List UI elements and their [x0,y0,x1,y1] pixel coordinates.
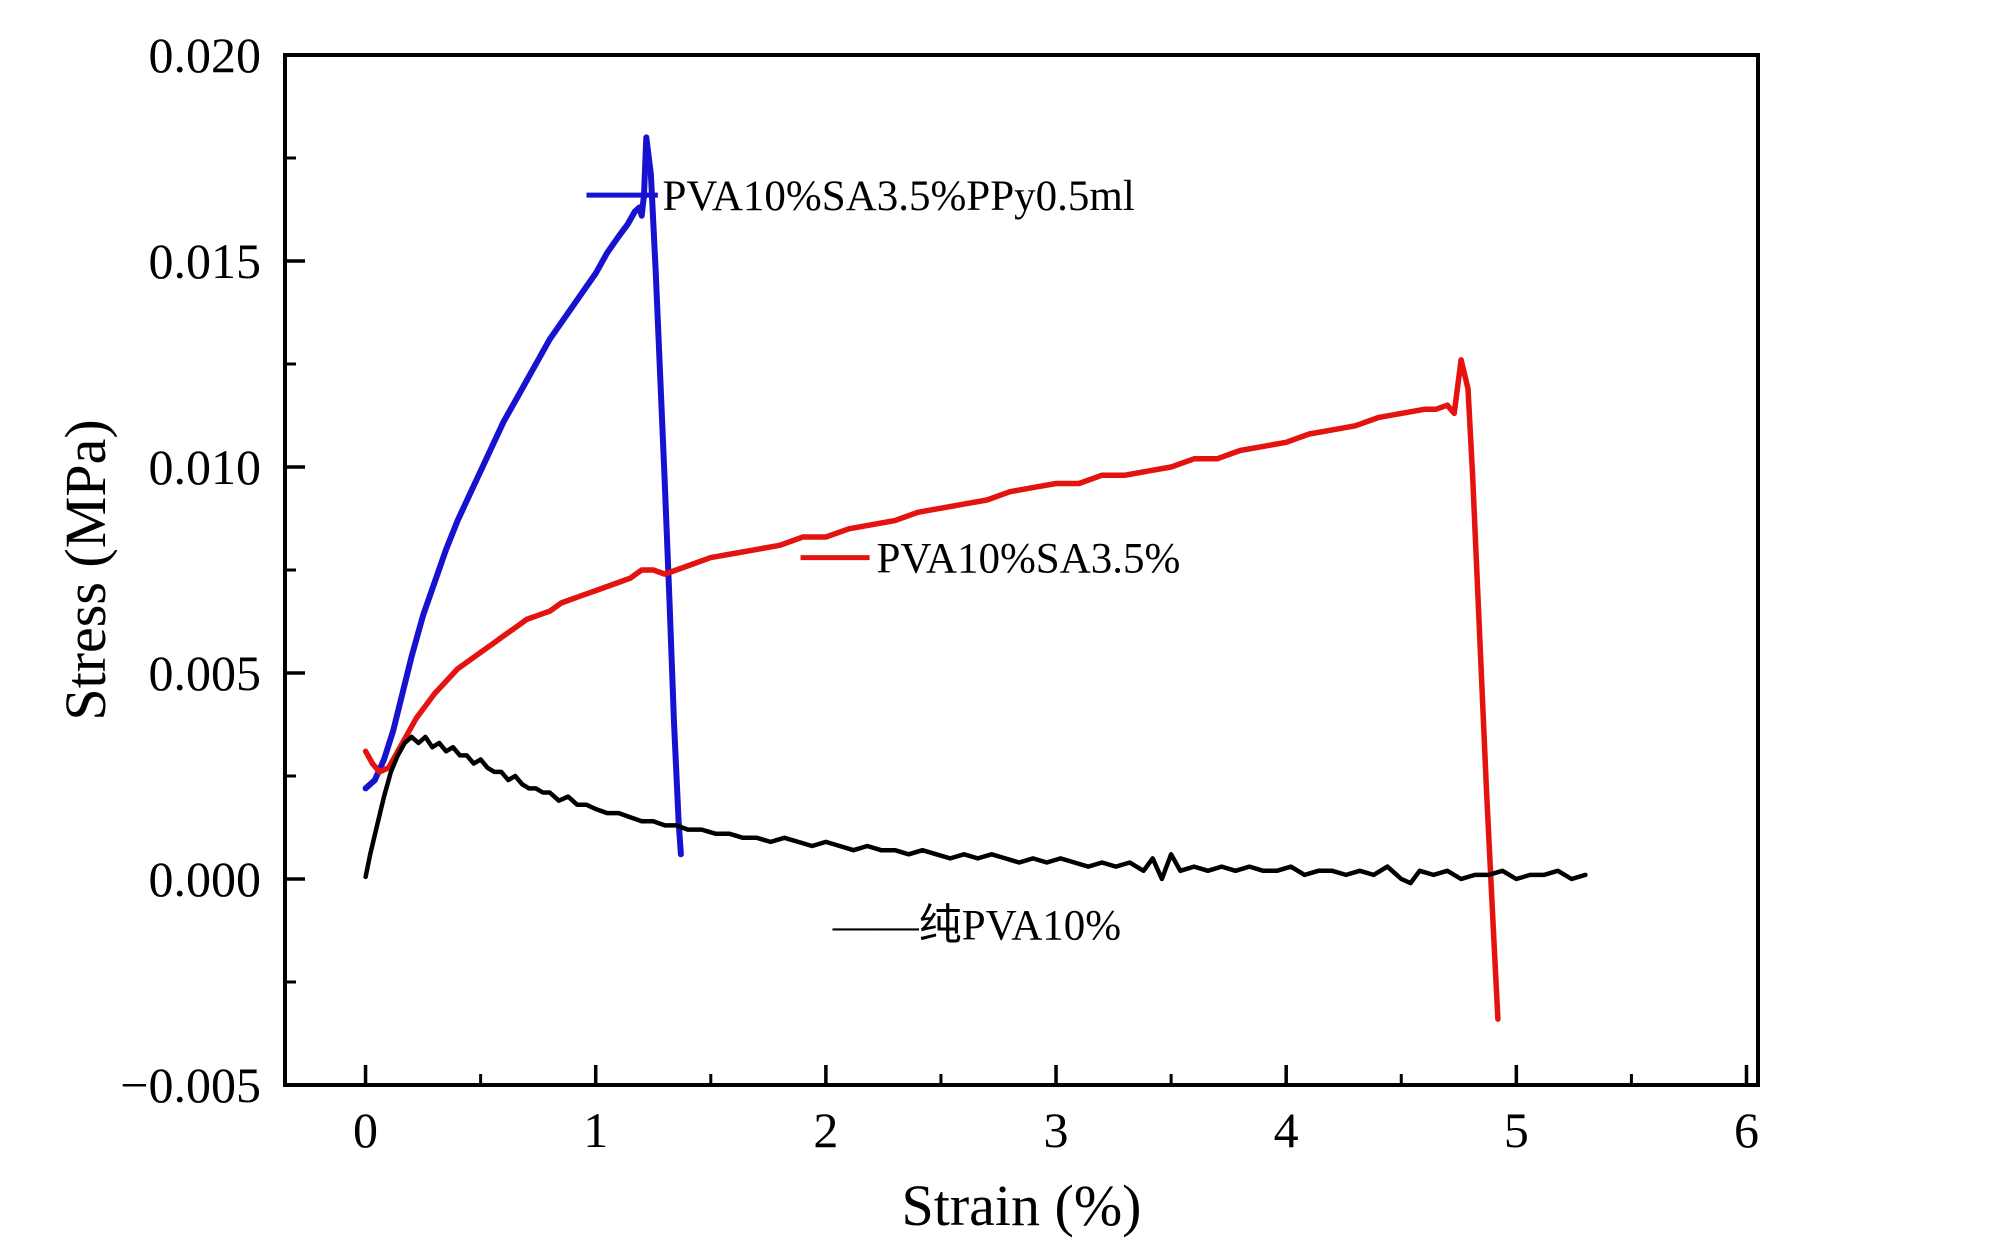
y-tick-label: 0.005 [149,645,262,701]
series-layer [362,134,1588,1022]
y-axis-title: Stress (MPa) [53,419,118,720]
legend-label-black-series: ——纯PVA10% [832,902,1121,949]
legend-label-red-series: PVA10%SA3.5% [877,536,1181,583]
x-tick-label: 5 [1504,1102,1529,1158]
legend-layer: PVA10%SA3.5%PPy0.5ml PVA10%SA3.5% ——纯PVA… [586,173,1181,949]
x-tick-label: 0 [353,1102,378,1158]
y-tick-label: 0.000 [149,851,262,907]
y-tick-label: 0.020 [149,27,262,83]
x-tick-label: 6 [1734,1102,1759,1158]
axes-layer: 0 1 2 3 4 5 6 −0.005 0.000 0.005 0.010 0.015 0.020 [120,27,1760,1158]
y-tick-label: 0.010 [149,439,262,495]
x-tick-label: 3 [1044,1102,1069,1158]
legend-label-blue-series: PVA10%SA3.5%PPy0.5ml [662,173,1134,220]
series-curve-2 [363,734,1588,886]
x-tick-label: 4 [1274,1102,1299,1158]
y-tick-label: 0.015 [149,233,262,289]
x-tick-label: 2 [813,1102,838,1158]
series-curve-1 [362,357,1501,1022]
series-curve-0 [362,134,684,858]
x-tick-label: 1 [583,1102,608,1158]
x-axis-title: Strain (%) [902,1173,1142,1238]
y-tick-label: −0.005 [120,1057,261,1113]
